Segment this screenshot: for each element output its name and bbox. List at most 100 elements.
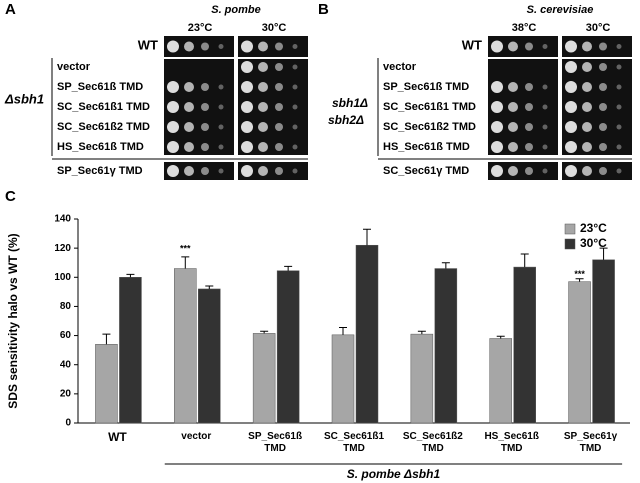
colony-spot [201,123,209,131]
plate-image [488,139,558,155]
bar [119,277,142,424]
legend-label: 30°C [580,236,607,250]
plate-image [164,139,234,155]
colony-spot [491,101,503,113]
x-tick-label: SP_Sec61ß TMD [248,431,303,454]
colony-spot [201,143,209,151]
row-label: WT [462,37,482,52]
error-bar [102,333,111,345]
colony-spot [167,165,179,177]
error-bar [496,335,505,339]
colony-spot [218,44,224,49]
colony-spot [599,167,607,175]
colony-spot [258,122,268,132]
colony-spot [167,40,179,53]
row-label: SC_Sec61ß2 TMD [57,121,150,133]
plate-image [238,162,308,180]
bar [331,334,355,424]
colony-spot [258,102,268,112]
y-tick-label: 60 [60,330,72,341]
row-label: SP_Sec61ß TMD [383,81,469,93]
colony-spot [582,122,592,132]
row-label: vector [383,61,417,73]
colony-spot [184,142,194,152]
colony-spot [292,64,298,70]
error-bar [441,262,450,269]
plate-image [238,36,308,57]
error-bar [599,247,608,260]
error-bar [363,228,371,246]
error-bar [520,253,529,268]
x-tick-label: WT [108,430,127,444]
colony-spot [582,82,592,92]
y-tick-label: 80 [60,301,72,312]
error-bar [284,265,293,271]
plate-image [488,36,558,57]
colony-spot [184,166,194,176]
y-tick-label: 20 [60,388,72,399]
colony-spot [508,142,518,152]
plate-image [238,119,308,135]
colony-spot [582,62,592,72]
colony-spot [616,168,622,174]
colony-spot [218,168,224,174]
colony-spot [565,165,577,177]
legend-label: 23°C [580,221,607,235]
colony-spot [218,104,224,110]
plate-image [488,162,558,180]
x-tick-label: vector [181,431,212,442]
colony-spot [292,84,298,90]
colony-spot [275,103,283,111]
species-label: S. cerevisiae [527,4,594,16]
error-bar [181,256,190,269]
strain-label: Δsbh1 [4,91,44,106]
plate-image [164,99,234,115]
colony-spot [525,42,533,51]
error-bar [339,327,347,335]
significance-label: *** [574,269,585,279]
colony-spot [218,144,224,150]
colony-spot [565,101,577,113]
bar [252,333,276,424]
y-tick-label: 100 [54,272,71,283]
colony-spot [218,84,224,90]
row-label: HS_Sec61ß TMD [383,141,470,153]
plate-image [562,79,632,95]
plate-image [562,139,632,155]
colony-spot [582,41,592,52]
plate-image [562,99,632,115]
x-tick-label: SC_Sec61ß2 TMD [402,431,463,454]
colony-spot [525,143,533,151]
plate-image [562,119,632,135]
colony-spot [508,82,518,92]
plate-image [238,79,308,95]
colony-spot [491,121,503,133]
colony-spot [616,104,622,110]
colony-spot [241,165,253,177]
colony-spot [582,166,592,176]
colony-spot [292,168,298,174]
bar [95,344,118,424]
panel-letter: C [5,188,16,205]
colony-spot [241,141,253,153]
colony-spot [565,81,577,93]
colony-spot [599,83,607,91]
legend-swatch [564,238,576,250]
colony-spot [201,83,209,91]
colony-spot [525,123,533,131]
colony-spot [241,81,253,93]
plate-image [164,79,234,95]
colony-spot [491,165,503,177]
plate-image [562,36,632,57]
colony-spot [201,167,209,175]
colony-spot [241,61,253,73]
bar [198,288,221,424]
colony-spot [167,81,179,93]
colony-spot [542,124,548,130]
colony-spot [184,41,194,52]
row-label: SP_Sec61ß TMD [57,81,143,93]
colony-spot [616,64,622,70]
bar [276,270,300,424]
